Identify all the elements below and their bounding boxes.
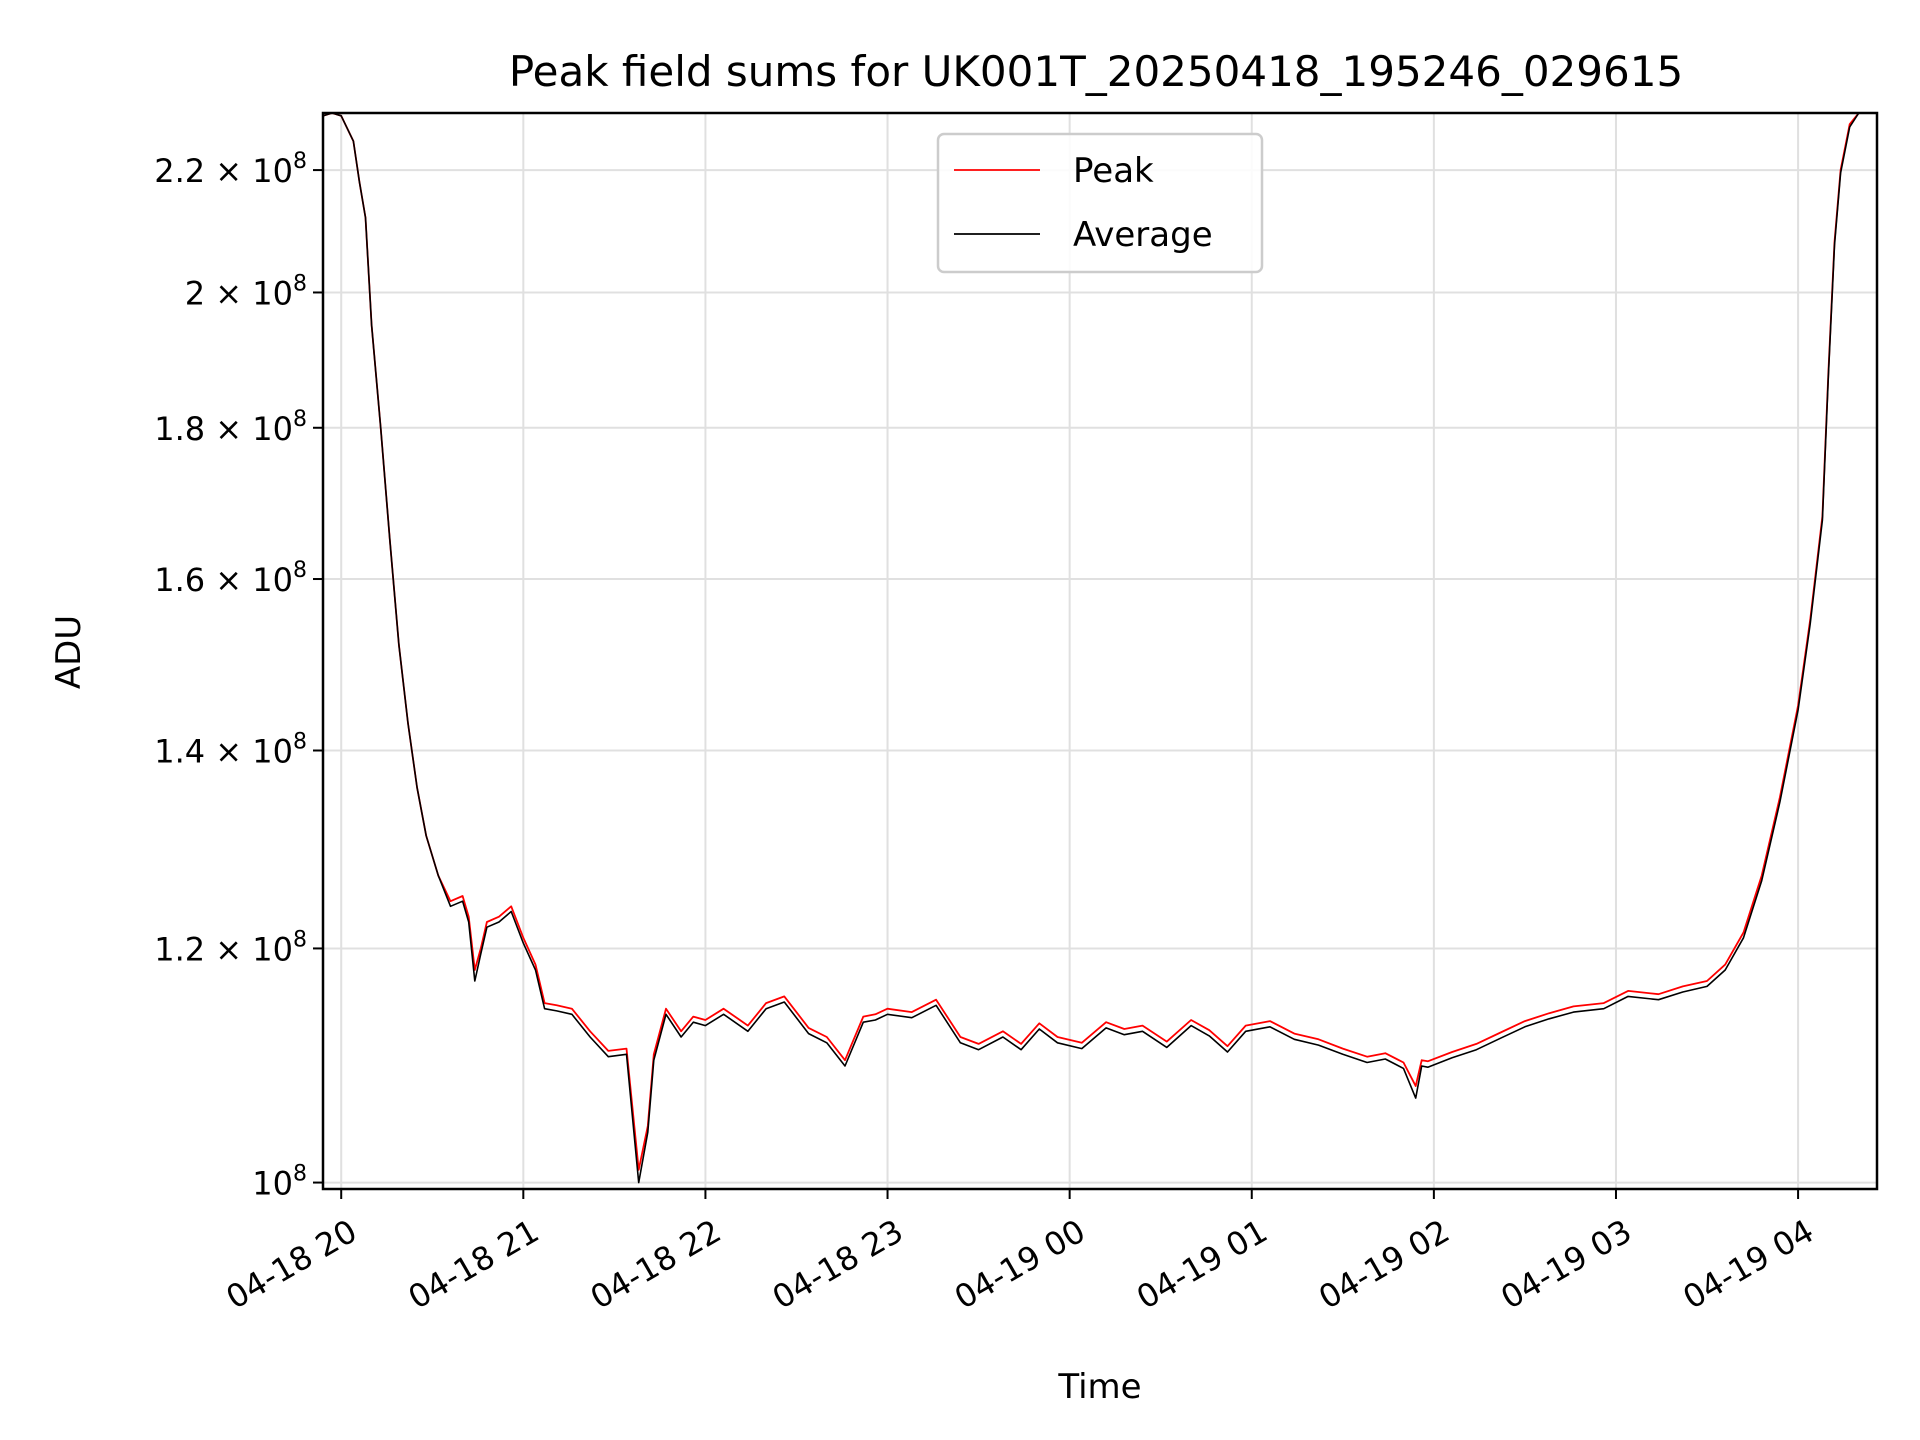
y-tick-label: 108 xyxy=(252,1162,307,1203)
y-tick-exponent: 8 xyxy=(293,1162,307,1187)
y-tick-mantissa: 10 xyxy=(252,1165,293,1203)
y-tick-exponent: 8 xyxy=(293,729,307,754)
y-tick-label: 1.8 × 108 xyxy=(154,407,307,448)
x-tick-label: 04-19 04 xyxy=(1676,1212,1820,1317)
y-tick-mantissa: 1.4 × 10 xyxy=(154,732,293,770)
y-tick-mantissa: 2.2 × 10 xyxy=(154,152,293,190)
x-tick-label: 04-18 23 xyxy=(766,1212,910,1317)
y-tick-label: 1.2 × 108 xyxy=(154,927,307,968)
x-tick-label: 04-18 21 xyxy=(402,1212,546,1317)
y-tick-label: 1.4 × 108 xyxy=(154,729,307,770)
x-tick-label: 04-19 03 xyxy=(1494,1212,1638,1317)
y-tick-mantissa: 1.2 × 10 xyxy=(154,930,293,968)
y-tick-label: 2.2 × 108 xyxy=(154,149,307,190)
x-tick-label: 04-19 00 xyxy=(948,1212,1092,1317)
x-tick-label: 04-19 01 xyxy=(1130,1212,1274,1317)
series-line-average xyxy=(323,113,1877,1184)
legend-peak-label: Peak xyxy=(1073,151,1154,191)
chart-title: Peak field sums for UK001T_20250418_1952… xyxy=(509,47,1683,96)
x-axis-title: Time xyxy=(1057,1367,1141,1407)
series-layer xyxy=(323,113,1877,1184)
plot-frame xyxy=(321,111,1879,1191)
x-tick-label: 04-18 22 xyxy=(584,1212,728,1317)
y-tick-exponent: 8 xyxy=(293,271,307,296)
y-tick-mantissa: 2 × 10 xyxy=(185,274,293,312)
y-tick-mantissa: 1.8 × 10 xyxy=(154,410,293,448)
y-tick-exponent: 8 xyxy=(293,407,307,432)
y-axis-title: ADU xyxy=(49,615,89,689)
y-tick-exponent: 8 xyxy=(293,558,307,583)
y-tick-mantissa: 1.6 × 10 xyxy=(154,561,293,599)
y-tick-exponent: 8 xyxy=(293,927,307,952)
legend-box xyxy=(936,132,1264,274)
legend: Peak Average xyxy=(936,132,1264,274)
y-tick-label: 1.6 × 108 xyxy=(154,558,307,599)
grid xyxy=(323,113,1877,1189)
x-tick-label: 04-19 02 xyxy=(1312,1212,1456,1317)
x-axis: 04-18 20 04-18 21 04-18 22 04-18 23 04-19 00… xyxy=(220,1189,1820,1317)
y-tick-label: 2 × 108 xyxy=(185,271,307,312)
legend-average-label: Average xyxy=(1073,215,1213,255)
y-tick-exponent: 8 xyxy=(293,149,307,174)
x-tick-label: 04-18 20 xyxy=(220,1212,364,1317)
